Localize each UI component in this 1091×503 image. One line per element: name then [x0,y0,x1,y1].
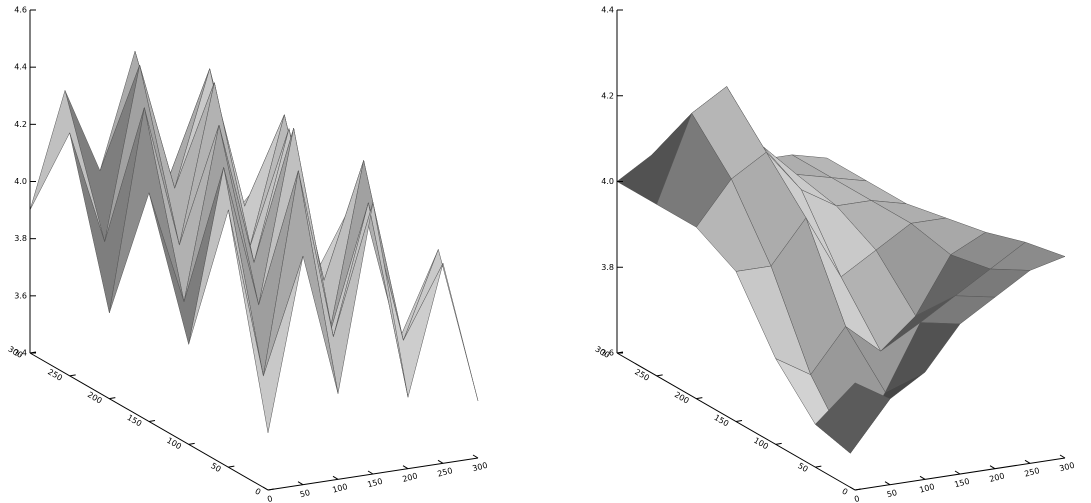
x-tick [1059,454,1066,459]
z-tick-label: 4.0 [601,177,614,186]
x-tick-label: 50 [886,488,898,499]
x-tick [849,486,856,491]
y-tick [815,465,822,468]
y-tick-label: 250 [46,367,64,382]
x-tick-label: 150 [366,477,383,490]
y-tick [148,420,156,422]
y-tick [188,442,195,445]
z-tick-label: 4.4 [14,63,27,72]
y-tick-label: 200 [673,390,691,405]
surface-plot: 0 50 100 150 200 250 3000501001502002503003.43… [7,6,489,503]
z-tick-label: 3.8 [14,234,27,243]
x-tick-label: 0 [853,494,860,503]
y-tick-label: 150 [126,413,144,428]
x-tick [884,481,891,486]
x-tick [332,475,339,480]
y-tick-label: 0 [253,487,262,497]
x-tick [954,470,961,475]
y-tick [267,488,275,491]
y-tick [656,374,663,377]
y-tick-label: 200 [86,390,104,405]
z-tick-label: 3.6 [14,291,27,300]
x-tick [402,465,409,470]
x-tick [262,486,269,491]
x-tick-label: 100 [918,482,935,495]
y-tick [69,374,76,377]
z-tick-label: 3.4 [14,349,27,358]
x-tick [297,481,304,486]
x-tick-label: 50 [299,488,311,499]
x-tick-label: 250 [436,466,453,479]
surface-plot: 0 50 100 150 200 250 3000501001502002503003.63… [594,6,1076,503]
y-tick-label: 100 [752,436,770,451]
x-tick-label: 300 [471,461,488,474]
y-tick [109,397,116,400]
z-tick-label: 4.0 [14,177,27,186]
z-tick-label: 4.2 [14,120,27,129]
x-tick [989,465,996,470]
z-tick-label: 4.6 [14,6,27,15]
x-tick-label: 200 [988,471,1005,484]
y-tick [775,442,782,445]
y-tick-label: 50 [209,461,222,474]
surface-patch [814,382,891,454]
x-tick-label: 300 [1058,461,1075,474]
z-tick-label: 3.8 [601,263,614,272]
y-tick-label: 0 [840,487,849,497]
z-tick-label: 4.2 [601,91,614,100]
y-tick [735,420,743,422]
x-tick-label: 0 [266,494,273,503]
z-tick-label: 3.6 [601,349,614,358]
y-tick-label: 250 [633,367,651,382]
x-tick-label: 100 [331,482,348,495]
y-tick-label: 50 [796,461,809,474]
x-tick [472,454,479,459]
y-tick [854,488,862,491]
surface-patch [228,209,304,433]
y-tick [228,465,235,468]
y-tick [696,397,703,400]
x-tick-label: 200 [401,471,418,484]
x-tick [367,470,374,475]
x-tick-label: 150 [953,477,970,490]
y-tick-label: 150 [713,413,731,428]
x-tick [919,475,926,480]
z-tick-label: 4.4 [601,6,614,15]
x-tick [1024,459,1031,464]
y-tick-label: 100 [165,436,183,451]
x-tick [437,459,444,464]
x-tick-label: 250 [1023,466,1040,479]
